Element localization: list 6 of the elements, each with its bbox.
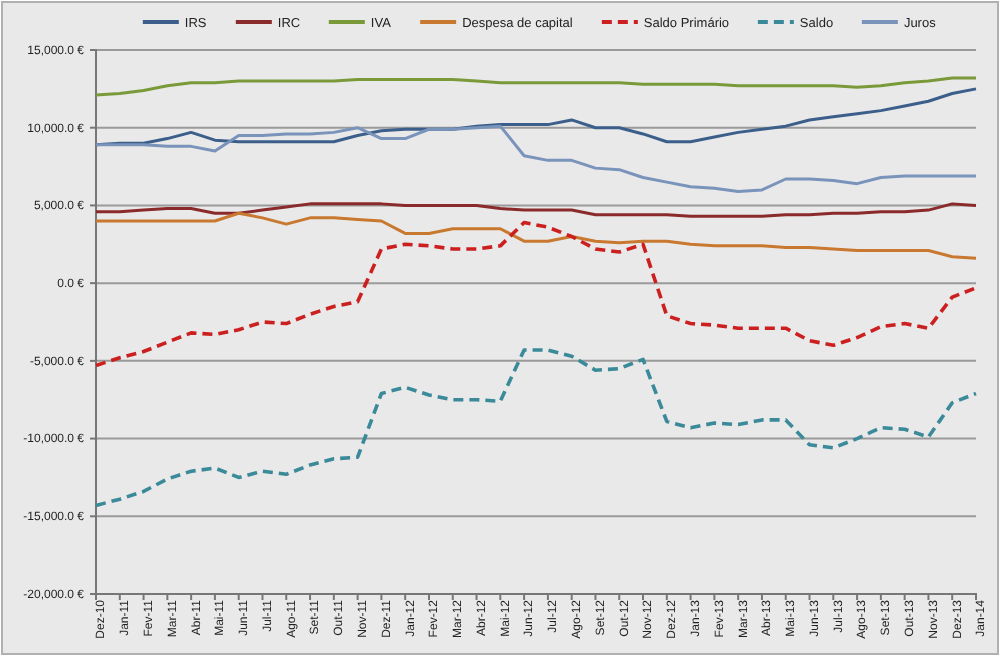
line-series bbox=[94, 202, 978, 218]
line-series bbox=[94, 211, 978, 260]
line-series bbox=[94, 124, 978, 193]
line-series bbox=[94, 220, 978, 368]
line-series bbox=[94, 348, 978, 508]
line-series bbox=[94, 76, 978, 97]
